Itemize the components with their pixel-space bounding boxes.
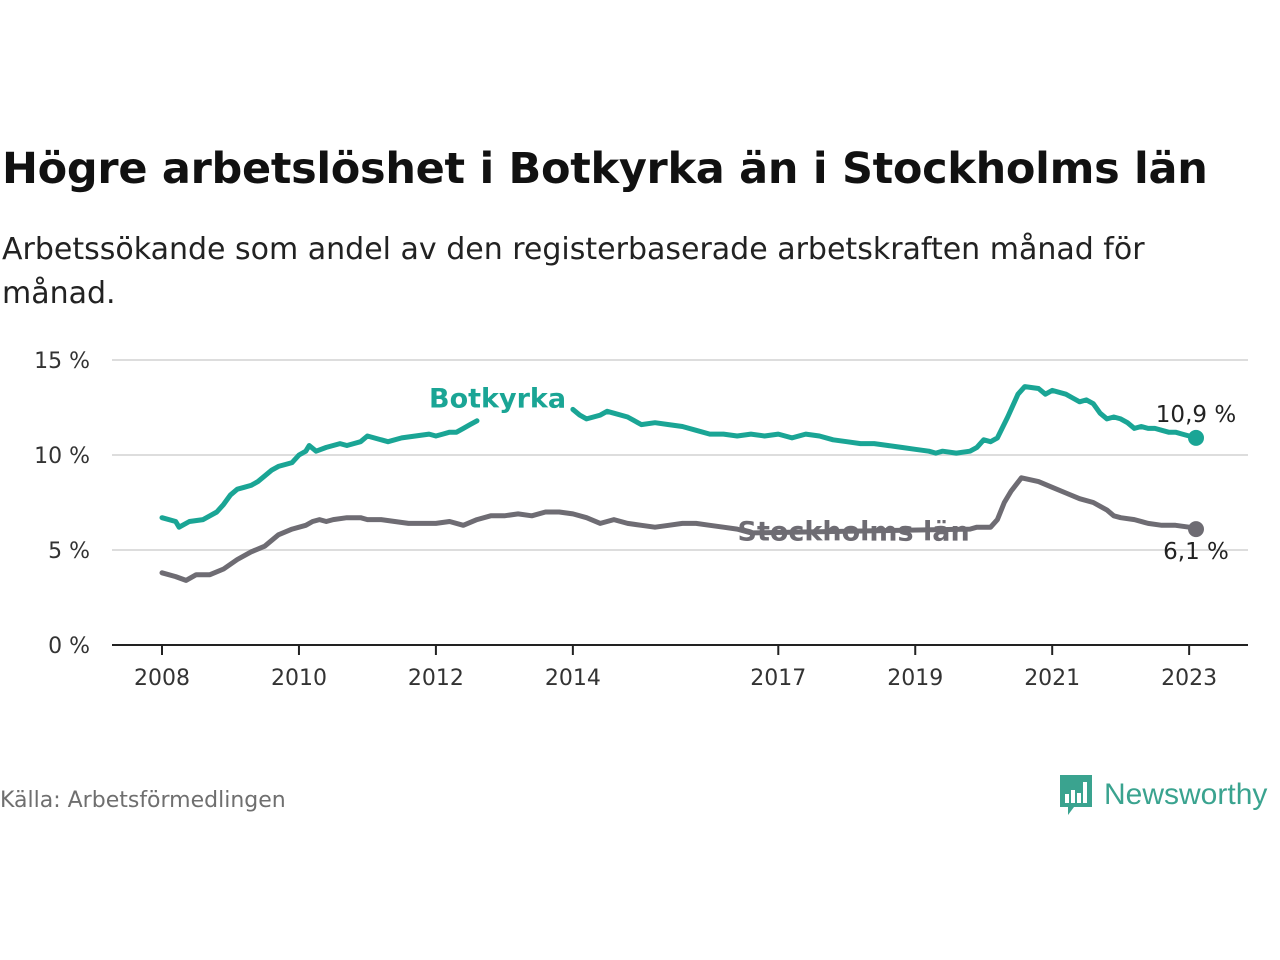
x-tick-label: 2014 <box>545 666 601 691</box>
end-point-stockholms-län <box>1188 521 1204 538</box>
chart-title: Högre arbetslöshet i Botkyrka än i Stock… <box>2 144 1208 194</box>
series-line-stockholms-län <box>159 475 1199 583</box>
brand-logo: Newsworthy <box>1058 772 1267 818</box>
x-tick-label: 2008 <box>134 666 190 691</box>
source-note: Källa: Arbetsförmedlingen <box>0 788 286 813</box>
y-tick-label: 5 % <box>48 539 90 564</box>
y-tick-label: 10 % <box>34 444 90 469</box>
series-label-stockholms-lan: Stockholms län <box>738 517 970 548</box>
line-chart: 0 % 5 % 10 % 15 % 2008 2010 2012 2014 2017 2019 20… <box>34 349 1248 691</box>
x-tick-label: 2023 <box>1161 666 1217 691</box>
y-tick-label: 15 % <box>34 349 90 374</box>
chart-subtitle: Arbetssökande som andel av den registerb… <box>2 232 1145 311</box>
x-tick-label: 2017 <box>750 666 806 691</box>
x-tick-label: 2010 <box>271 666 327 691</box>
brand-name: Newsworthy <box>1104 778 1268 811</box>
x-tick-label: 2012 <box>408 666 464 691</box>
x-tick-label: 2021 <box>1024 666 1080 691</box>
end-value-label: 10,9 % <box>1156 402 1236 428</box>
x-tick-label: 2019 <box>887 666 943 691</box>
series-label-botkyrka: Botkyrka <box>429 384 566 415</box>
end-point-botkyrka <box>1188 429 1204 446</box>
end-value-label: 6,1 % <box>1163 539 1229 565</box>
y-tick-label: 0 % <box>48 634 90 659</box>
bar-chart-speech-bubble-icon <box>1060 775 1092 815</box>
series-line-botkyrka <box>159 384 1199 530</box>
